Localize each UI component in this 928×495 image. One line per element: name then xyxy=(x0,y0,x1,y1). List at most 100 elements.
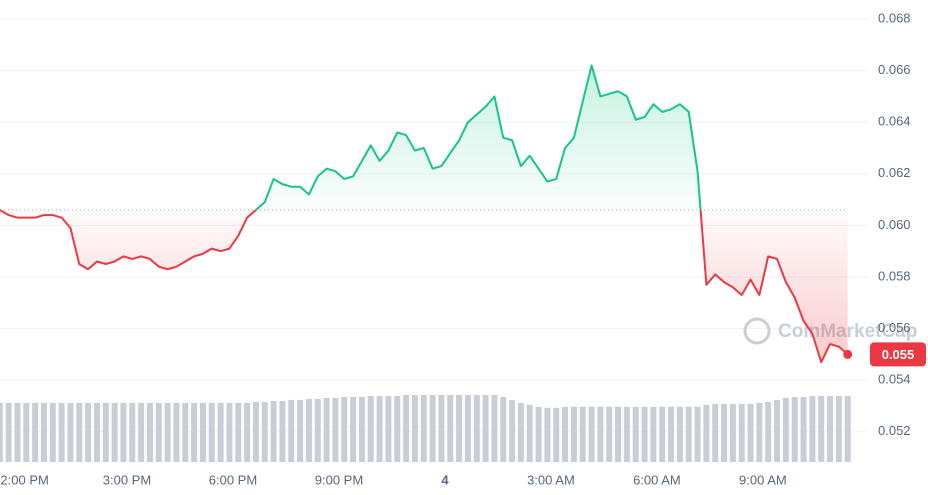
volume-bar xyxy=(217,402,224,462)
volume-bar xyxy=(323,397,330,462)
line-down xyxy=(0,209,849,364)
volume-bar xyxy=(464,395,471,462)
volume-bar xyxy=(420,395,427,462)
volume-bar xyxy=(791,396,798,462)
volume-bar xyxy=(67,402,74,462)
volume-bar xyxy=(615,406,622,462)
y-tick-label: 0.066 xyxy=(878,62,911,77)
volume-bar xyxy=(261,401,268,462)
x-tick-label: 6:00 AM xyxy=(633,472,681,487)
line-up xyxy=(0,64,702,210)
x-tick-label: 6:00 PM xyxy=(209,472,257,487)
volume-bar xyxy=(659,406,666,462)
axes: 0.052 0.054 0.056 0.058 0.060 0.062 0.064 0.066… xyxy=(0,10,926,487)
volume-bar xyxy=(367,395,374,462)
volume-bar xyxy=(23,402,30,462)
y-tick-label: 0.064 xyxy=(878,114,911,129)
volume-bar xyxy=(694,406,701,462)
volume-bar xyxy=(597,406,604,462)
y-tick-label: 0.058 xyxy=(878,268,911,283)
volume-bar xyxy=(0,402,3,462)
volume-bar xyxy=(411,395,418,462)
x-tick-label: 3:00 PM xyxy=(103,472,151,487)
area-down xyxy=(0,209,848,363)
volume-bar xyxy=(226,402,233,462)
volume-bar xyxy=(588,406,595,462)
volume-bar xyxy=(747,403,754,462)
volume-bar xyxy=(5,402,12,462)
volume-bar xyxy=(562,406,569,462)
volume-bar xyxy=(676,406,683,462)
volume-bar xyxy=(40,402,47,462)
volume-bar xyxy=(765,401,772,462)
volume-bar xyxy=(809,395,816,462)
x-tick-label: 9:00 PM xyxy=(315,472,363,487)
volume-bar xyxy=(120,402,127,462)
volume-bar xyxy=(535,406,542,462)
volume-bar xyxy=(650,406,657,462)
volume-bar xyxy=(844,395,851,462)
volume-bar xyxy=(85,402,92,462)
volume-bar xyxy=(252,401,259,462)
price-tag xyxy=(870,342,926,367)
volume-bar xyxy=(341,396,348,462)
x-tick-label: 4 xyxy=(441,472,449,487)
volume-bar xyxy=(668,406,675,462)
volume-bar xyxy=(14,402,21,462)
volume-bar xyxy=(199,402,206,462)
volume-bar xyxy=(102,402,109,462)
volume-bar xyxy=(385,395,392,462)
volume-bar xyxy=(491,395,498,462)
volume-bar xyxy=(164,402,171,462)
volume-bar xyxy=(438,395,445,462)
volume-bar xyxy=(111,402,118,462)
volume-bar xyxy=(403,395,410,462)
volume-bar xyxy=(641,406,648,462)
volume-bar xyxy=(756,402,763,462)
volume-bar xyxy=(129,402,136,462)
volume-bar xyxy=(721,403,728,462)
volume-bar xyxy=(827,395,834,462)
volume-bar xyxy=(332,397,339,462)
volume-bar xyxy=(774,399,781,462)
x-tick-label: 3:00 AM xyxy=(527,472,575,487)
y-tick-label: 0.060 xyxy=(878,217,911,232)
volume-bar xyxy=(738,403,745,462)
volume-bar xyxy=(314,398,321,462)
volume-bar xyxy=(685,406,692,462)
volume-bar xyxy=(305,398,312,462)
y-tick-label: 0.068 xyxy=(878,10,911,25)
volume-bar xyxy=(429,395,436,462)
y-tick-label: 0.062 xyxy=(878,165,911,180)
volume-bar xyxy=(579,406,586,462)
y-tick-label: 0.052 xyxy=(878,423,911,438)
area-up xyxy=(255,65,701,210)
volume-bar xyxy=(49,402,56,462)
volume-bar xyxy=(553,407,560,462)
volume-bar xyxy=(279,400,286,462)
volume-bar xyxy=(509,399,516,462)
volume-bar xyxy=(517,402,524,462)
volume-bar xyxy=(138,402,145,462)
volume-bar xyxy=(456,395,463,462)
volume-bar xyxy=(191,402,198,462)
volume-bar xyxy=(208,402,215,462)
volume-bar xyxy=(244,402,251,462)
volume-bar xyxy=(500,396,507,462)
volume-bar xyxy=(235,402,242,462)
volume-bar xyxy=(76,402,83,462)
volume-bar xyxy=(155,402,162,462)
volume-bar xyxy=(712,403,719,462)
current-dot xyxy=(843,349,853,359)
volume-bar xyxy=(835,395,842,462)
volume-bar xyxy=(544,407,551,462)
volume-bar xyxy=(570,406,577,462)
volume-bar xyxy=(394,395,401,462)
volume-bar xyxy=(447,395,454,462)
volume-bar xyxy=(376,395,383,462)
volume-bar xyxy=(32,402,39,462)
x-tick-label: 12:00 PM xyxy=(0,472,49,487)
watermark-logo xyxy=(743,317,771,345)
volume-bar xyxy=(482,395,489,462)
